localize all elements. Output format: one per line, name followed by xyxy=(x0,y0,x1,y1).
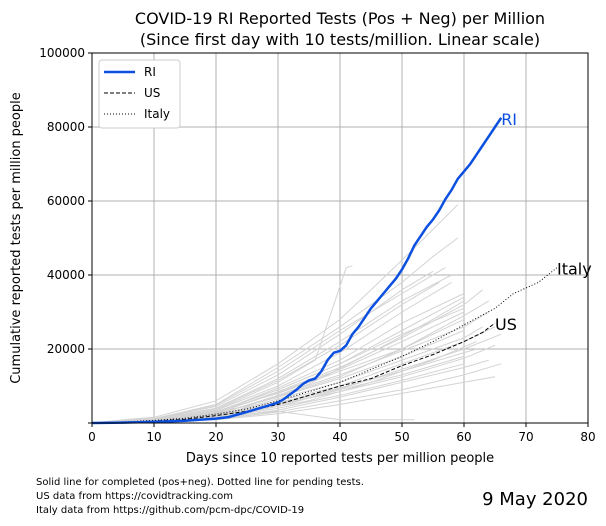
date-label: 9 May 2020 xyxy=(482,489,588,510)
x-tick-label: 10 xyxy=(146,430,161,444)
x-tick-label: 80 xyxy=(580,430,595,444)
end-label-us: US xyxy=(495,315,517,334)
axis-ticks: 0 10 20 30 40 50 60 70 80 20000 40000 60000 80000 100… xyxy=(39,46,595,444)
grid xyxy=(91,52,589,424)
x-tick-label: 50 xyxy=(394,430,409,444)
background-series-line xyxy=(91,204,459,424)
x-tick-label: 20 xyxy=(208,430,223,444)
chart-title: COVID-19 RI Reported Tests (Pos + Neg) p… xyxy=(135,9,545,28)
end-label-italy: Italy xyxy=(557,260,592,279)
y-tick-label: 20000 xyxy=(47,342,85,356)
legend: RI US Italy xyxy=(98,59,181,129)
series-line-italy xyxy=(91,267,558,424)
series-line-ri xyxy=(91,117,503,425)
footer-note-3: Italy data from https://github.com/pcm-d… xyxy=(36,505,305,516)
x-tick-label: 40 xyxy=(332,430,347,444)
x-axis-label: Days since 10 reported tests per million… xyxy=(186,451,494,466)
footer-note-1: Solid line for completed (pos+neg). Dott… xyxy=(36,477,364,488)
legend-ri-label: RI xyxy=(144,65,156,79)
legend-italy-label: Italy xyxy=(144,107,170,121)
x-tick-label: 30 xyxy=(270,430,285,444)
legend-box xyxy=(98,59,181,129)
background-series-line xyxy=(91,267,446,424)
end-labels: Italy US RI xyxy=(495,110,592,334)
legend-us-label: US xyxy=(144,86,160,100)
x-tick-label: 60 xyxy=(456,430,471,444)
background-series-line xyxy=(91,281,440,424)
y-tick-label: 100000 xyxy=(39,46,85,60)
end-label-ri: RI xyxy=(501,110,517,129)
y-axis-label: Cumulative reported tests per million pe… xyxy=(9,92,24,384)
chart-subtitle: (Since first day with 10 tests/million. … xyxy=(140,30,540,49)
background-series-line xyxy=(91,333,502,424)
x-tick-label: 70 xyxy=(518,430,533,444)
footer-note-2: US data from https://covidtracking.com xyxy=(36,491,233,502)
main-series-group xyxy=(91,117,558,425)
background-series-line xyxy=(91,311,465,424)
chart-svg: COVID-19 RI Reported Tests (Pos + Neg) p… xyxy=(9,9,596,466)
x-tick-label: 0 xyxy=(88,430,96,444)
y-tick-label: 40000 xyxy=(47,268,85,282)
y-tick-label: 60000 xyxy=(47,194,85,208)
y-tick-label: 80000 xyxy=(47,120,85,134)
